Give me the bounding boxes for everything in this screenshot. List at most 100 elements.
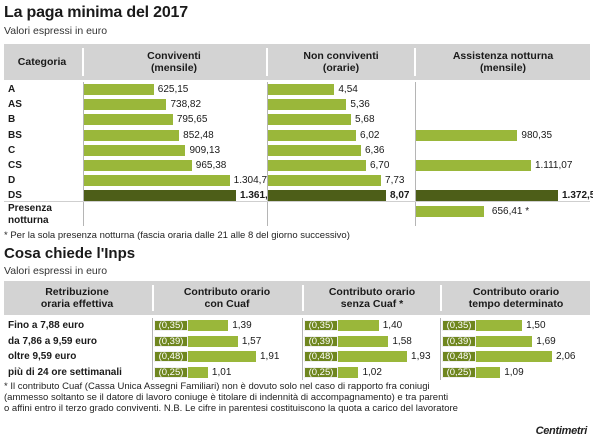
table1-row: D 1.304,71 7,73 [4, 173, 590, 188]
bar [416, 129, 518, 141]
table2-row: Fino a 7,88 euro (0,35) 1,39 (0,35) 1,40 (0,3… [4, 318, 590, 333]
quota-lavoratore-label: (0,48) [442, 351, 476, 362]
section2-subtitle: Valori espressi in euro [4, 265, 108, 277]
bar: (0,35) [304, 320, 379, 331]
bar: (0,48) [442, 351, 552, 362]
header-categoria: Categoria [17, 56, 67, 68]
table1-row: A 625,15 4,54 [4, 82, 590, 97]
chart-subtitle: Valori espressi in euro [4, 25, 108, 37]
bar [268, 84, 335, 95]
bar: (0,35) [442, 320, 523, 331]
bar-value-label: 1,93 [411, 351, 431, 362]
presenza-notturna-label: Presenza notturna [8, 203, 52, 226]
bar-value-label: 4,54 [338, 84, 358, 95]
header-retribuzione: Retribuzione oraria effettiva [40, 286, 114, 310]
bar [84, 129, 180, 141]
table1-row: B 795,65 5,68 [4, 112, 590, 127]
bar-value-label: 1,39 [232, 320, 252, 331]
bar-value-label: 852,48 [183, 129, 214, 141]
bar-value-label: 625,15 [157, 84, 189, 95]
quota-lavoratore-label: (0,48) [154, 351, 188, 362]
category-label: CS [8, 160, 22, 171]
bar-value-label: 1,40 [382, 320, 403, 331]
quota-lavoratore-label: (0,39) [304, 335, 338, 347]
bar: (0,25) [442, 366, 501, 378]
category-label: B [8, 114, 16, 126]
table2-row: più di 24 ore settimanali (0,25) 1,01 (0,25… [4, 365, 590, 380]
brand-logo: Centimetri [535, 425, 588, 437]
bar: (0,48) [304, 351, 408, 362]
table1-row: BS 852,48 6,02 980,35 [4, 128, 590, 143]
quota-lavoratore-label: (0,35) [442, 320, 476, 331]
table2-header: Retribuzione oraria effettiva Contributo … [4, 281, 590, 315]
bar-value-label: 965,38 [195, 160, 227, 171]
table1-row: CS 965,38 6,70 1.111,07 [4, 158, 590, 173]
table2-row: oltre 9,59 euro (0,48) 1,91 (0,48) 1,93 (0,48… [4, 349, 590, 364]
bar-value-label: 1.361,54 [240, 190, 279, 202]
bar-value-label: 6,02 [360, 129, 380, 141]
header-determinato: Contributo orario tempo determinato [468, 286, 564, 310]
bar-value-label: 2,06 [556, 351, 576, 362]
bar [84, 144, 186, 156]
header-assistenza: Assistenza notturna (mensile) [452, 50, 554, 74]
quota-lavoratore-label: (0,25) [304, 366, 338, 378]
bar [268, 99, 347, 111]
retribuzione-label: da 7,86 a 9,59 euro [8, 335, 97, 347]
column-divider [415, 82, 416, 226]
retribuzione-label: Fino a 7,88 euro [8, 320, 85, 331]
bar-value-label: 1,58 [392, 335, 412, 347]
bar: (0,39) [442, 335, 533, 347]
bar-value-label: 8,07 [390, 190, 410, 202]
column-divider [302, 318, 303, 380]
bar-value-label: 6,36 [364, 144, 385, 156]
table1-row: C 909,13 6,36 [4, 143, 590, 158]
header-senza-cuaf: Contributo orario senza Cuaf * [328, 286, 416, 310]
bar-value-label: 980,35 [521, 129, 553, 141]
category-label: BS [8, 129, 22, 141]
bar: (0,48) [154, 351, 256, 362]
bar: (0,39) [304, 335, 389, 347]
bar [268, 160, 366, 171]
bar-value-label: 909,13 [189, 144, 221, 156]
section2-title: Cosa chiede l'Inps [4, 245, 136, 262]
category-label: C [8, 144, 16, 156]
quota-lavoratore-label: (0,39) [154, 335, 188, 347]
table1-header: Categoria Conviventi (mensile) Non conviv… [4, 44, 590, 80]
bar-value-label: 795,65 [176, 114, 208, 126]
bar [268, 144, 361, 156]
bar-value-label: 5,68 [355, 114, 375, 126]
retribuzione-label: più di 24 ore settimanali [8, 366, 122, 378]
category-label: D [8, 175, 16, 187]
bar [268, 114, 352, 126]
column-divider [152, 318, 153, 380]
bar [84, 175, 230, 187]
column-divider [440, 318, 441, 380]
bar: (0,35) [154, 320, 229, 331]
bar [416, 160, 531, 171]
column-divider [83, 82, 84, 226]
bar: (0,25) [154, 366, 208, 378]
bar-value-label: 1,57 [241, 335, 262, 347]
header-non-conviventi: Non conviventi (orarie) [303, 50, 379, 74]
table1-footnote: * Per la sola presenza notturna (fascia … [4, 230, 350, 241]
bar [268, 129, 357, 141]
category-label: A [8, 84, 16, 95]
table1-row: DS 1.361,54 8,07 1.372,52 [4, 188, 593, 203]
bar-value-label: 1,01 [211, 366, 232, 378]
row-divider [4, 201, 590, 202]
bar: (0,25) [304, 366, 359, 378]
bar-value-label: 1,91 [259, 351, 280, 362]
retribuzione-label: oltre 9,59 euro [8, 351, 77, 362]
header-cuaf: Contributo orario con Cuaf [183, 286, 271, 310]
quota-lavoratore-label: (0,48) [304, 351, 338, 362]
bar-value-label: 1.304,71 [233, 175, 273, 187]
bar [84, 84, 154, 95]
table2-row: da 7,86 a 9,59 euro (0,39) 1,57 (0,39) 1,58 (… [4, 334, 590, 349]
bar [268, 175, 382, 187]
bar [268, 190, 386, 202]
bar-value-label: 1,69 [536, 335, 556, 347]
category-label: AS [8, 99, 22, 111]
header-conviventi: Conviventi (mensile) [147, 50, 201, 74]
bar-value-label: 1.372,52 [562, 190, 593, 202]
quota-lavoratore-label: (0,39) [442, 335, 476, 347]
